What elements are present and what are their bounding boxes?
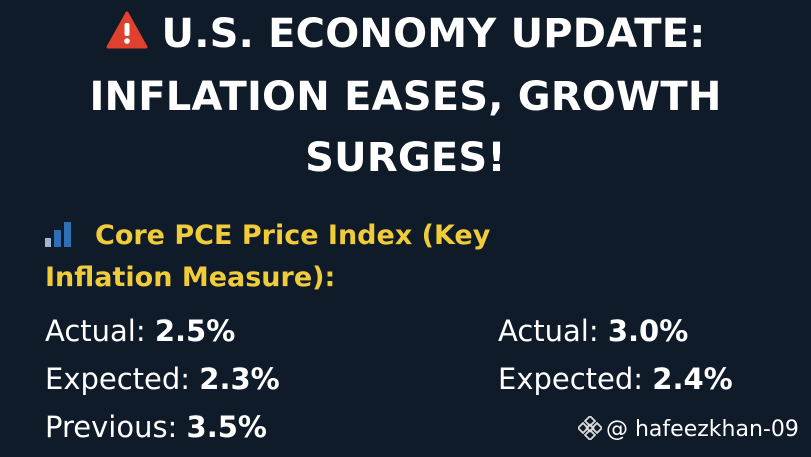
stat-value: 2.3% xyxy=(199,362,280,396)
stat-value: 2.4% xyxy=(652,362,733,396)
section-heading: Core PCE Price Index (Key Inflation Meas… xyxy=(45,216,585,297)
stat-label: Actual: xyxy=(45,314,155,348)
headline-line-3: SURGES! xyxy=(305,135,506,181)
bar-chart-icon xyxy=(45,219,73,258)
headline-text-line-1: U.S. ECONOMY UPDATE: xyxy=(161,11,706,57)
stats-right-column: Actual: 3.0% Expected: 2.4% xyxy=(498,307,733,403)
stat-label: Actual: xyxy=(498,314,608,348)
section-title-line-1: Core PCE Price Index (Key xyxy=(95,220,491,251)
stat-expected-left: Expected: 2.3% xyxy=(45,355,280,403)
stat-actual-left: Actual: 2.5% xyxy=(45,307,280,355)
binance-logo-icon xyxy=(576,414,604,452)
stat-label: Expected: xyxy=(45,362,200,396)
headline-line-1: U.S. ECONOMY UPDATE: xyxy=(0,4,811,67)
watermark-handle: @ hafeezkhan-09 xyxy=(606,417,799,442)
stat-previous-left: Previous: 3.5% xyxy=(45,403,280,451)
stat-value: 2.5% xyxy=(154,314,236,348)
section-heading-line-2: Inflation Measure): xyxy=(45,262,336,293)
headline-line-2: INFLATION EASES, GROWTH xyxy=(89,74,722,120)
warning-icon xyxy=(106,6,148,67)
stat-value: 3.0% xyxy=(607,314,689,348)
stats-left-column: Actual: 2.5% Expected: 2.3% Previous: 3.… xyxy=(45,307,280,451)
stat-actual-right: Actual: 3.0% xyxy=(498,307,733,355)
watermark: @ hafeezkhan-09 xyxy=(576,412,799,452)
stat-label: Expected: xyxy=(498,362,653,396)
stat-expected-right: Expected: 2.4% xyxy=(498,355,733,403)
headline: U.S. ECONOMY UPDATE: INFLATION EASES, GR… xyxy=(0,4,811,189)
section-heading-line-1: Core PCE Price Index (Key xyxy=(45,216,585,258)
stat-value: 3.5% xyxy=(186,410,267,444)
stat-label: Previous: xyxy=(45,410,187,444)
